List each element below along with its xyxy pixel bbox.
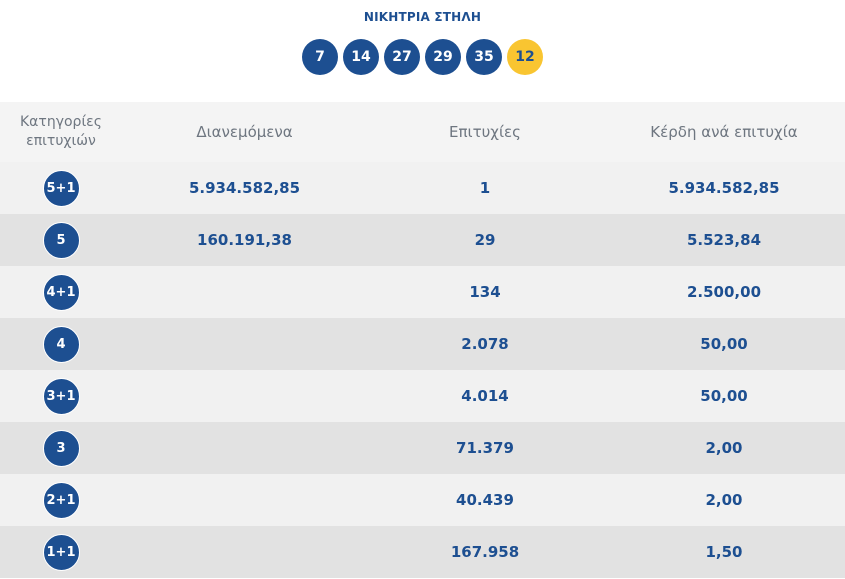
prize-cell: 1,50 [705,543,743,561]
prize-cell: 5.523,84 [686,231,762,249]
winners-cell: 71.379 [456,439,514,457]
header-category: Κατηγορίες επιτυχιών [20,114,102,149]
winning-number-ball: 29 [425,39,461,75]
table-row: 3+1 4.014 50,00 [0,370,845,422]
header-prize: Κέρδη ανά επιτυχία [650,123,798,141]
table-row: 5 160.191,38 29 5.523,84 [0,214,845,266]
winners-cell: 2.078 [461,335,509,353]
table-row: 3 71.379 2,00 [0,422,845,474]
category-badge: 2+1 [42,481,80,519]
prize-cell: 5.934.582,85 [668,179,780,197]
table-row: 5+1 5.934.582,85 1 5.934.582,85 [0,162,845,214]
category-badge: 4 [42,325,80,363]
prize-cell: 2,00 [705,491,743,509]
winning-number-ball: 35 [466,39,502,75]
winning-column-title: ΝΙΚΗΤΡΙΑ ΣΤΗΛΗ [363,10,482,24]
distributed-cell: 160.191,38 [197,231,292,249]
winning-number-ball: 27 [384,39,420,75]
winners-cell: 1 [479,179,491,197]
prize-cell: 50,00 [700,335,748,353]
winners-cell: 40.439 [456,491,514,509]
table-row: 4+1 134 2.500,00 [0,266,845,318]
category-badge: 5 [42,221,80,259]
category-badge: 1+1 [42,533,80,571]
distributed-cell: 5.934.582,85 [188,179,301,197]
table-row: 2+1 40.439 2,00 [0,474,845,526]
winners-cell: 29 [474,231,496,249]
table-row: 1+1 167.958 1,50 [0,526,845,578]
prize-cell: 2,00 [705,439,743,457]
header-distributed: Διανεμόμενα [196,123,293,141]
header-winners: Επιτυχίες [449,123,521,141]
prize-table-header: Κατηγορίες επιτυχιών Διανεμόμενα Επιτυχί… [0,102,845,162]
prize-table: Κατηγορίες επιτυχιών Διανεμόμενα Επιτυχί… [0,102,845,578]
category-badge: 4+1 [42,273,80,311]
winners-cell: 134 [469,283,501,301]
winners-cell: 167.958 [450,543,520,561]
table-row: 4 2.078 50,00 [0,318,845,370]
prize-cell: 2.500,00 [686,283,762,301]
prize-cell: 50,00 [700,387,748,405]
category-badge: 5+1 [42,169,80,207]
bonus-number-ball: 12 [507,39,543,75]
winning-numbers: 7 14 27 29 35 12 [0,39,845,75]
category-badge: 3+1 [42,377,80,415]
winners-cell: 4.014 [461,387,509,405]
winning-number-ball: 14 [343,39,379,75]
winning-number-ball: 7 [302,39,338,75]
category-badge: 3 [42,429,80,467]
